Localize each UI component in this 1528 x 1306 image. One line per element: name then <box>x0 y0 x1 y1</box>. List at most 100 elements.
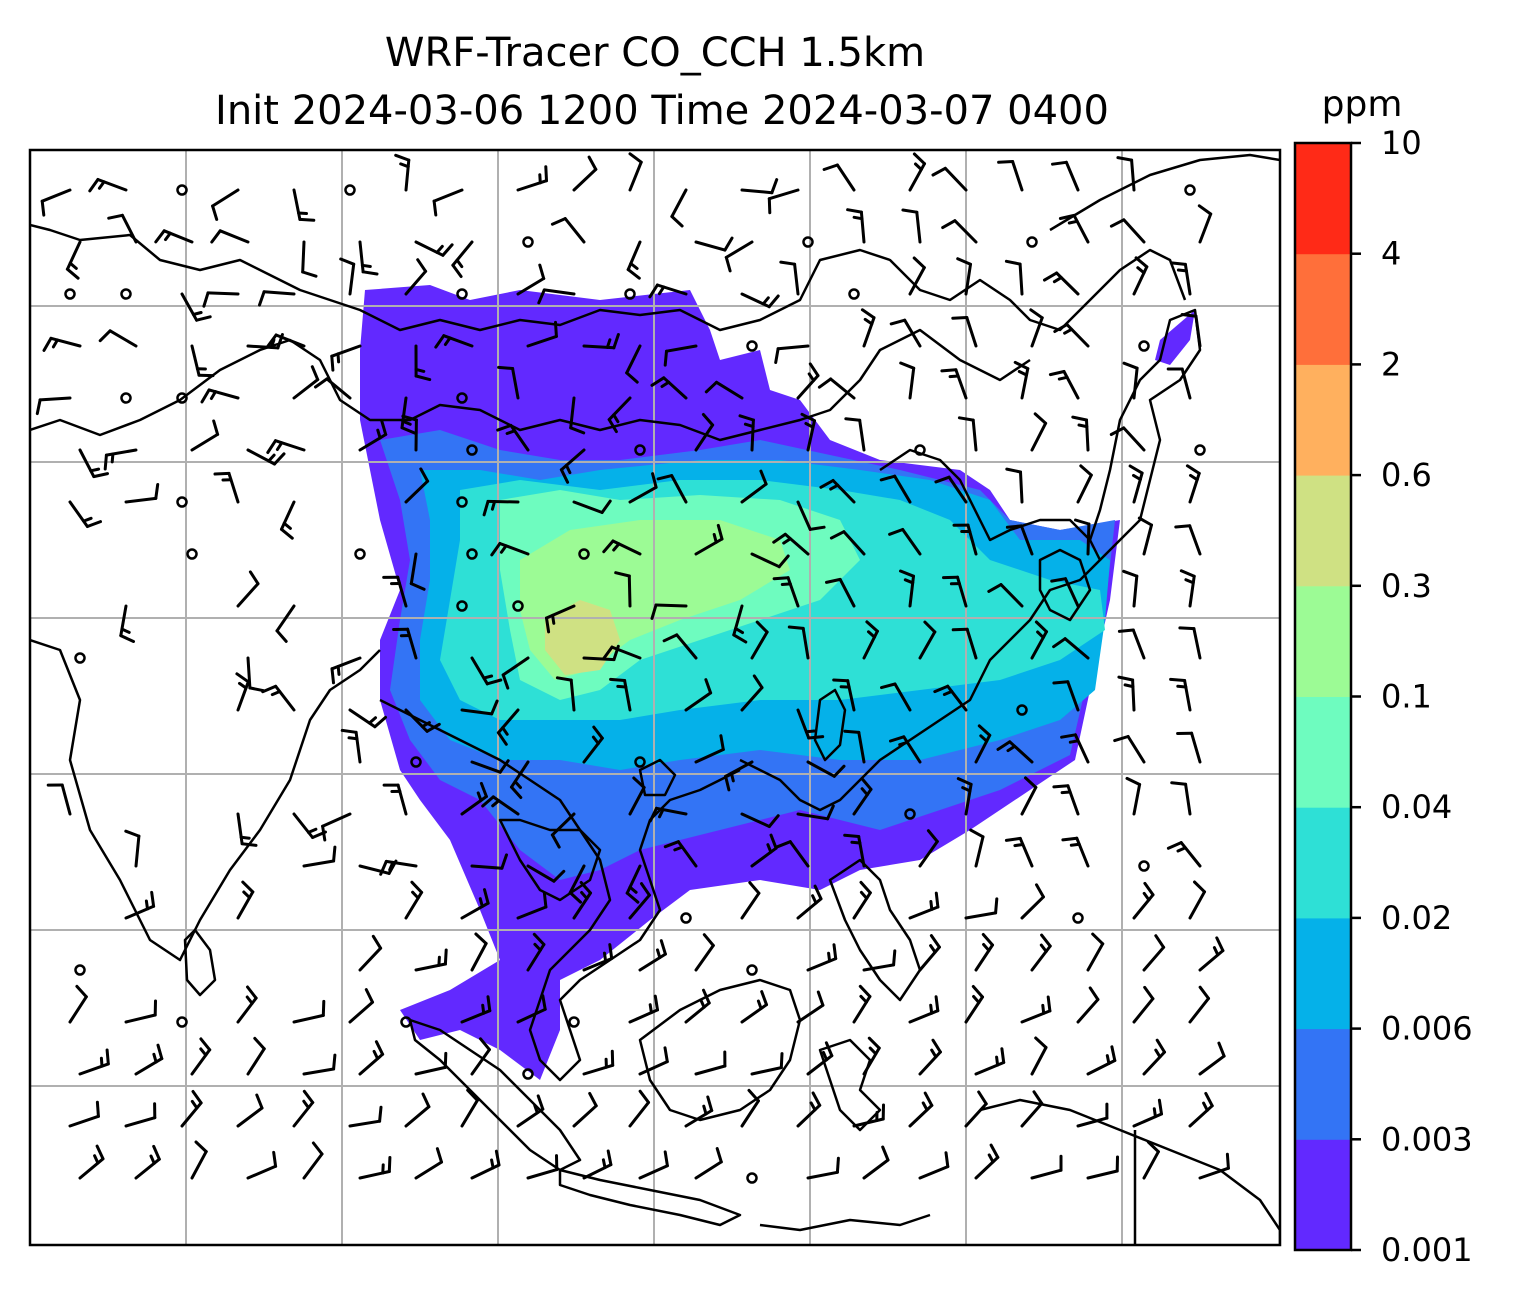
wind-barb-flag <box>860 777 873 791</box>
wind-barb-shaft <box>190 1048 212 1076</box>
wind-barb-flag <box>921 1101 929 1112</box>
wind-barb-shaft <box>974 943 994 972</box>
wind-barb-flag <box>1123 683 1135 689</box>
wind-barb-shaft <box>835 163 856 192</box>
colorbar-tick-label: 0.006 <box>1381 1010 1473 1048</box>
wind-barb-shaft <box>432 188 464 203</box>
wind-barb-shaft <box>1142 945 1166 972</box>
wind-barb-shaft <box>655 806 688 816</box>
wind-barb-shaft <box>623 679 632 712</box>
wind-barb-flag <box>662 633 679 643</box>
wind-barb-shaft <box>509 423 530 452</box>
wind-barb-shaft <box>384 859 418 868</box>
wind-barb-flag <box>827 951 832 963</box>
wind-barb-shaft <box>1085 418 1090 452</box>
wind-barb-flag <box>1005 524 1023 529</box>
colorbar-segment <box>1295 364 1351 476</box>
coastline-russia-far-east <box>1049 153 1280 232</box>
wind-barb-shaft <box>78 1062 110 1076</box>
wind-barb-flag <box>199 1047 208 1057</box>
wind-barb-flag <box>1197 204 1213 216</box>
wind-barb-shaft <box>1132 265 1149 296</box>
wind-barb-flag <box>394 153 411 162</box>
wind-barb-flag <box>817 377 833 389</box>
wind-barb-flag <box>824 1041 834 1058</box>
wind-barb-shaft <box>321 812 352 828</box>
wind-barb-shaft <box>638 1060 669 1076</box>
wind-barb-shaft <box>654 603 688 608</box>
wind-barb-flag <box>372 1049 380 1061</box>
wind-barb-flag <box>879 474 897 482</box>
wind-barb-flag <box>538 263 546 280</box>
wind-barb-flag <box>435 1147 443 1164</box>
wind-barb-shaft <box>572 167 598 192</box>
wind-barb-flag <box>1088 986 1100 1001</box>
coastline-northern-border <box>30 223 1187 332</box>
wind-barb-shaft <box>694 423 715 452</box>
calm-wind-marker <box>1138 340 1150 352</box>
wind-barb-flag <box>267 453 276 463</box>
wind-barb-shaft <box>1122 426 1146 452</box>
coastline-central-asia <box>30 328 1031 442</box>
wind-barb-shaft <box>460 901 490 920</box>
wind-barb-flag <box>51 338 59 349</box>
wind-barb-shaft <box>767 188 800 201</box>
wind-barb-shaft <box>1183 679 1192 712</box>
wind-barb-flag <box>1041 1003 1046 1015</box>
wind-barb-flag <box>766 843 773 854</box>
wind-barb-shaft <box>262 290 296 296</box>
wind-barb-flag <box>532 932 546 946</box>
wind-barb-shaft <box>1030 1168 1063 1180</box>
wind-barb-shaft <box>1018 836 1034 868</box>
colorbar-tick-label: 0.001 <box>1381 1231 1473 1269</box>
wind-barb-flag <box>297 211 308 215</box>
wind-barb-shaft <box>274 333 306 348</box>
wind-barb-shaft <box>724 760 754 778</box>
wind-barb-shaft <box>1076 473 1093 504</box>
title-line-1: WRF-Tracer CO_CCH 1.5km <box>385 30 925 76</box>
wind-barb-shaft <box>750 1066 783 1076</box>
wind-barb-flag <box>767 814 780 828</box>
wind-barb-shaft <box>908 366 916 400</box>
wind-barb-shaft <box>550 812 576 837</box>
wind-barb-shaft <box>1132 366 1139 400</box>
wind-barb-flag <box>275 441 284 451</box>
wind-barb-flag <box>380 419 388 436</box>
wind-barb-shaft <box>526 943 546 972</box>
wind-barb-flag <box>1052 276 1063 284</box>
wind-barb-shaft <box>918 840 939 868</box>
wind-barb-shaft <box>348 1119 382 1128</box>
wind-barb-flag <box>248 570 260 586</box>
calm-wind-marker <box>120 392 132 404</box>
wind-barb-flag <box>702 933 715 947</box>
calm-wind-marker <box>176 1016 188 1028</box>
wind-barb-flag <box>868 1046 878 1056</box>
wind-barb-shaft <box>274 684 296 712</box>
wind-barb-flag <box>40 199 46 217</box>
wind-barb-flag <box>813 884 823 901</box>
wind-barb-flag <box>246 985 258 1000</box>
colorbar-tick-label: 0.6 <box>1381 456 1432 494</box>
wind-barb-shaft <box>655 283 688 296</box>
wind-barb-flag <box>164 231 172 242</box>
calm-wind-marker <box>1194 444 1206 456</box>
wind-barb-flag <box>1179 569 1196 578</box>
calm-wind-marker <box>120 288 132 300</box>
wind-barb-shaft <box>236 680 250 712</box>
calm-wind-marker <box>624 288 636 300</box>
wind-barb-flag <box>605 338 612 349</box>
wind-barb-shaft <box>1019 524 1034 556</box>
wind-barb-flag <box>1198 985 1210 1000</box>
calm-wind-marker <box>456 600 468 612</box>
wind-barb-flag <box>1204 1091 1214 1108</box>
wind-barb-flag <box>858 984 872 998</box>
colorbar-segment <box>1295 917 1351 1030</box>
wind-barb-flag <box>559 468 570 484</box>
wind-barb-shaft <box>694 1160 723 1180</box>
wind-barb-flag <box>899 361 916 370</box>
wind-barb-flag <box>568 891 582 904</box>
wind-barb-flag <box>120 627 131 634</box>
wind-barb-flag <box>1113 735 1130 743</box>
calm-wind-marker <box>522 1068 534 1080</box>
wind-barb-flag <box>1217 1041 1226 1058</box>
